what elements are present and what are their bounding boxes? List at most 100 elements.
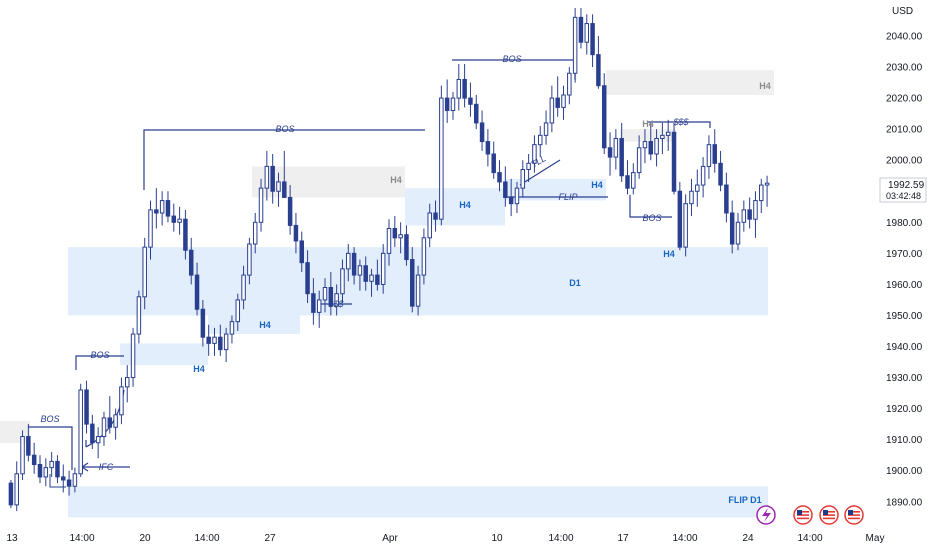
candle-body [380,252,386,285]
annotation-line [143,129,425,190]
annotation-label: BOS [275,124,294,134]
candle-body [386,228,392,254]
candle-body [43,467,49,478]
candle-body [212,336,217,344]
zone-label: H4 [759,81,771,91]
lightning-event-icon[interactable] [756,505,776,525]
candle-body [113,414,118,428]
annotation-line [519,159,561,186]
candle-body [276,181,281,192]
candle-body [444,97,450,112]
candle-body [188,249,194,276]
price-tick-label: 1910.00 [886,435,923,446]
candle-body [537,134,543,146]
candle-body [119,386,124,416]
candle-body [433,212,438,220]
flag-stripe [823,517,835,520]
price-tick-label: 1920.00 [886,404,923,415]
candle-body [183,218,188,251]
price-tick-label: 1890.00 [886,497,923,508]
candle-body [474,103,479,124]
annotation-label: BOS [642,213,661,223]
events-layer[interactable] [756,505,864,525]
annotation-line [629,195,672,218]
candle-body [101,417,107,438]
candle-body [90,423,95,444]
candle-body [258,187,264,223]
candle-body [328,287,334,307]
candle-body [241,274,246,301]
flag-stripe [797,514,809,516]
candle-body [357,265,363,276]
candle-body [514,187,520,205]
candle-body [124,377,130,388]
candle-body [427,212,432,239]
candle-body [171,215,177,223]
candle-body [561,94,566,108]
candle-body [351,252,357,276]
candle-body [468,97,473,105]
candle-body [543,122,549,136]
zone-label: H4 [459,200,471,210]
candle-body [322,287,328,301]
price-tick-label: 1980.00 [886,218,923,229]
time-tick-label: 10 [491,533,503,544]
flag-stripe [848,511,860,513]
annotation-label: BOS [40,414,59,424]
candle-body [520,169,526,189]
candle-body [26,436,31,456]
candle-body [282,181,287,198]
price-tick-label: 2000.00 [886,156,923,167]
us-flag-event-icon[interactable] [819,505,839,525]
time-tick-label: 13 [6,533,18,544]
time-axis[interactable]: 13 14:00 20 14:00 27 Apr 10 14:00 17 14:00 24 14:00… [6,533,884,544]
candle-body [567,72,572,96]
candle-body [689,190,694,205]
flag-stripe [797,517,809,520]
candle-body [293,224,299,242]
candle-body [572,16,578,74]
lightning-glyph [762,508,771,522]
candle-body [665,131,671,136]
zone-rect [400,247,768,254]
candle-body [759,184,764,202]
candle-body [95,436,101,444]
candle-body [450,97,456,112]
price-tick-label: 1930.00 [886,373,923,384]
countdown-label: 03:42:48 [886,191,921,201]
candle-body [578,16,584,43]
candle-body [247,243,252,276]
candle-body [735,221,741,245]
zone-rect [120,343,208,366]
candle-body [497,172,502,183]
candle-body [369,274,374,282]
candle-body [456,78,462,99]
us-flag-event-icon[interactable] [793,505,813,525]
time-tick-label: 14:00 [797,533,822,544]
zone-label: H4 [390,175,402,185]
candle-body [625,175,630,189]
price-tick-label: 2010.00 [886,125,923,136]
candle-body [78,389,83,475]
candles-layer [8,8,770,512]
time-tick-label: 24 [742,533,754,544]
zone-label: H4 [642,119,654,129]
candle-body [334,293,339,307]
annotation-label: $$$ [672,117,689,127]
flag-stripe [823,514,835,516]
candle-body [305,262,310,295]
us-flag-event-icon[interactable] [844,505,864,525]
candle-body [555,97,560,108]
candle-body [660,134,665,139]
candle-body [700,165,706,186]
candle-body [718,162,723,186]
time-tick-label: 17 [617,533,629,544]
price-tick-label: 2020.00 [886,94,923,105]
candle-body [200,308,206,338]
candle-body [683,203,688,248]
candle-body [729,212,735,245]
candle-body [20,436,25,475]
flag-stripe [797,511,809,513]
candle-body [159,200,165,214]
